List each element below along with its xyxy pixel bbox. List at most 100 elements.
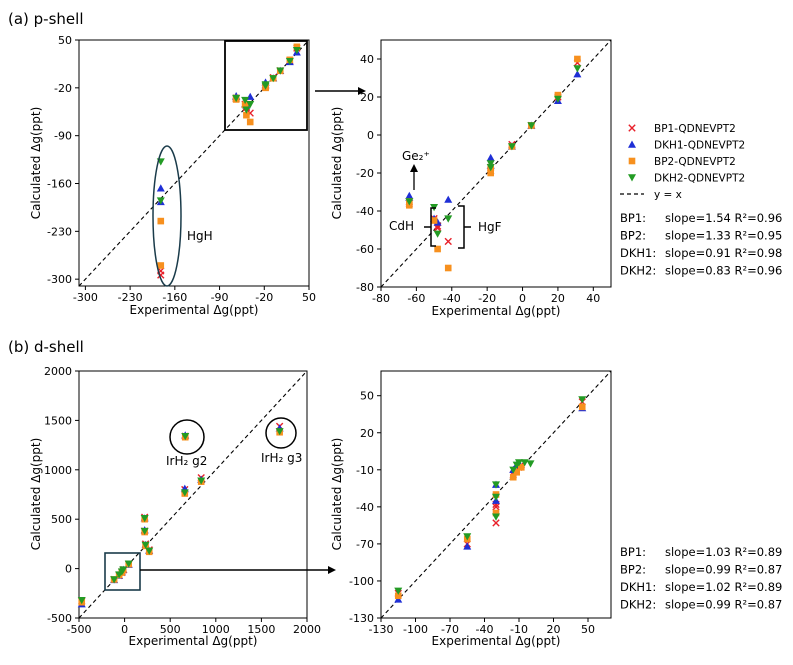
x-tick-label: -40 <box>443 292 461 305</box>
data-point <box>492 519 500 527</box>
fit-method-label: BP1: <box>620 211 646 225</box>
data-point <box>157 262 165 269</box>
series-dkh1-qdnevpt2 <box>77 424 284 608</box>
axes-frame <box>380 370 612 619</box>
series-dkh2-qdnevpt2 <box>405 65 582 238</box>
y-tick-label: -500 <box>47 612 72 625</box>
y-tick-label: 1000 <box>44 464 72 477</box>
y-axis-label: Calculated Δg(ppt) <box>29 107 43 220</box>
plot-a-left: -300 -230 -160 -90 -20 50 -300 -230 -160 -90 -20 50… <box>29 34 316 317</box>
cdh-annotation: CdH <box>389 207 436 247</box>
plot-a-right: -80 -60 -40 -20 0 20 40 -80 -60 -40 -20 0 20 40 Experi… <box>330 39 612 318</box>
legend-marker <box>628 140 636 148</box>
x-tick-label: 50 <box>302 291 316 304</box>
data-point <box>513 468 520 476</box>
data-point <box>578 403 586 411</box>
fit-method-label: DKH2: <box>620 264 656 278</box>
series-dkh2-qdnevpt2 <box>156 47 301 205</box>
x-tick-label: 1500 <box>247 623 275 636</box>
x-tick-label: 500 <box>160 623 181 636</box>
y-tick-label: -230 <box>47 225 72 238</box>
data-point <box>444 195 453 203</box>
data-point <box>156 184 165 192</box>
y-tick-label: -80 <box>356 281 374 294</box>
x-tick-label: -300 <box>73 291 98 304</box>
hgf-annotation: HgF <box>458 205 502 249</box>
x-tick-label: -90 <box>211 291 229 304</box>
series-bp1-qdnevpt2 <box>78 422 284 605</box>
axes-frame <box>78 370 308 619</box>
data-point <box>241 101 249 109</box>
data-point <box>293 43 301 51</box>
data-point <box>515 459 523 467</box>
data-point <box>492 493 500 501</box>
legend-label: BP1-QDNEVPT2 <box>654 123 736 135</box>
data-point <box>487 169 494 177</box>
x-tick-label: -100 <box>403 623 428 636</box>
y-tick-label: -100 <box>349 575 374 588</box>
series-bp1-qdnevpt2 <box>405 59 582 246</box>
legend-marker <box>628 124 636 132</box>
axes-frame <box>78 39 310 287</box>
y-tick-label: -20 <box>54 82 72 95</box>
data-point <box>463 542 472 550</box>
fit-values: slope=0.83 R²=0.96 <box>665 264 782 278</box>
data-point <box>554 91 562 99</box>
legend-marker <box>628 174 636 182</box>
data-point <box>578 396 587 404</box>
legend: BP1-QDNEVPT2 DKH1-QDNEVPT2 BP2-QDNEVPT2 DKH… <box>620 123 745 201</box>
data-point <box>276 67 285 75</box>
data-point <box>275 428 284 436</box>
data-point <box>492 513 500 521</box>
data-point <box>180 489 189 497</box>
data-point <box>573 65 582 73</box>
data-point <box>157 217 165 225</box>
x-axis-label: Experimental Δg(ppt) <box>129 634 258 648</box>
data-point <box>181 433 190 441</box>
data-point <box>394 595 403 603</box>
fit-values: slope=0.99 R²=0.87 <box>665 563 782 577</box>
plot-b-right: -130 -100 -70 -40 -10 20 50 -130 -100 -70 -40 -10 20… <box>330 370 612 648</box>
x-tick-label: -20 <box>255 291 273 304</box>
x-tick-label: 50 <box>581 623 595 636</box>
x-tick-label: -40 <box>476 623 494 636</box>
x-tick-label: 1000 <box>202 623 230 636</box>
y-tick-label: -40 <box>356 205 374 218</box>
data-point <box>520 459 529 467</box>
x-tick-label: 20 <box>547 623 561 636</box>
data-point <box>261 82 270 90</box>
data-point <box>243 111 250 119</box>
series-bp1-qdnevpt2 <box>394 398 586 597</box>
fit-values: slope=1.03 R²=0.89 <box>665 545 782 559</box>
x-tick-label: -230 <box>118 291 143 304</box>
data-point <box>486 153 495 161</box>
zoom-box-b <box>104 552 336 591</box>
irh2g3-label: IrH₂ g3 <box>261 451 302 465</box>
irh2g3-annotation: IrH₂ g3 <box>261 417 302 465</box>
data-point <box>486 164 495 172</box>
data-point <box>197 477 206 485</box>
data-point <box>394 592 402 600</box>
legend-label: DKH1-QDNEVPT2 <box>654 140 745 152</box>
data-point <box>140 527 149 536</box>
hgf-label: HgF <box>478 220 502 234</box>
fit-stats-d-shell: BP1: slope=1.03 R²=0.89 BP2: slope=0.99 R²=… <box>620 545 782 612</box>
x-tick-label: -20 <box>478 292 496 305</box>
fit-method-label: BP2: <box>620 563 646 577</box>
y-tick-label: 2000 <box>44 365 72 378</box>
zoom-box-a <box>224 40 366 131</box>
y-tick-label: -70 <box>356 538 374 551</box>
data-point <box>232 94 241 103</box>
ge2-label: Ge₂⁺ <box>402 149 430 163</box>
x-axis-label: Experimental Δg(ppt) <box>130 303 259 317</box>
plot-b-left: -500 0 500 1000 1500 2000 -500 0 500 1000 1500 2000… <box>29 365 321 648</box>
data-point <box>492 503 500 511</box>
data-point <box>509 466 518 474</box>
irh2g2-label: IrH₂ g2 <box>166 454 207 468</box>
data-point <box>145 547 154 555</box>
x-tick-label: -60 <box>407 292 425 305</box>
data-point <box>509 473 517 481</box>
x-axis-label: Experimental Δg(ppt) <box>432 304 561 318</box>
data-point <box>77 597 86 605</box>
